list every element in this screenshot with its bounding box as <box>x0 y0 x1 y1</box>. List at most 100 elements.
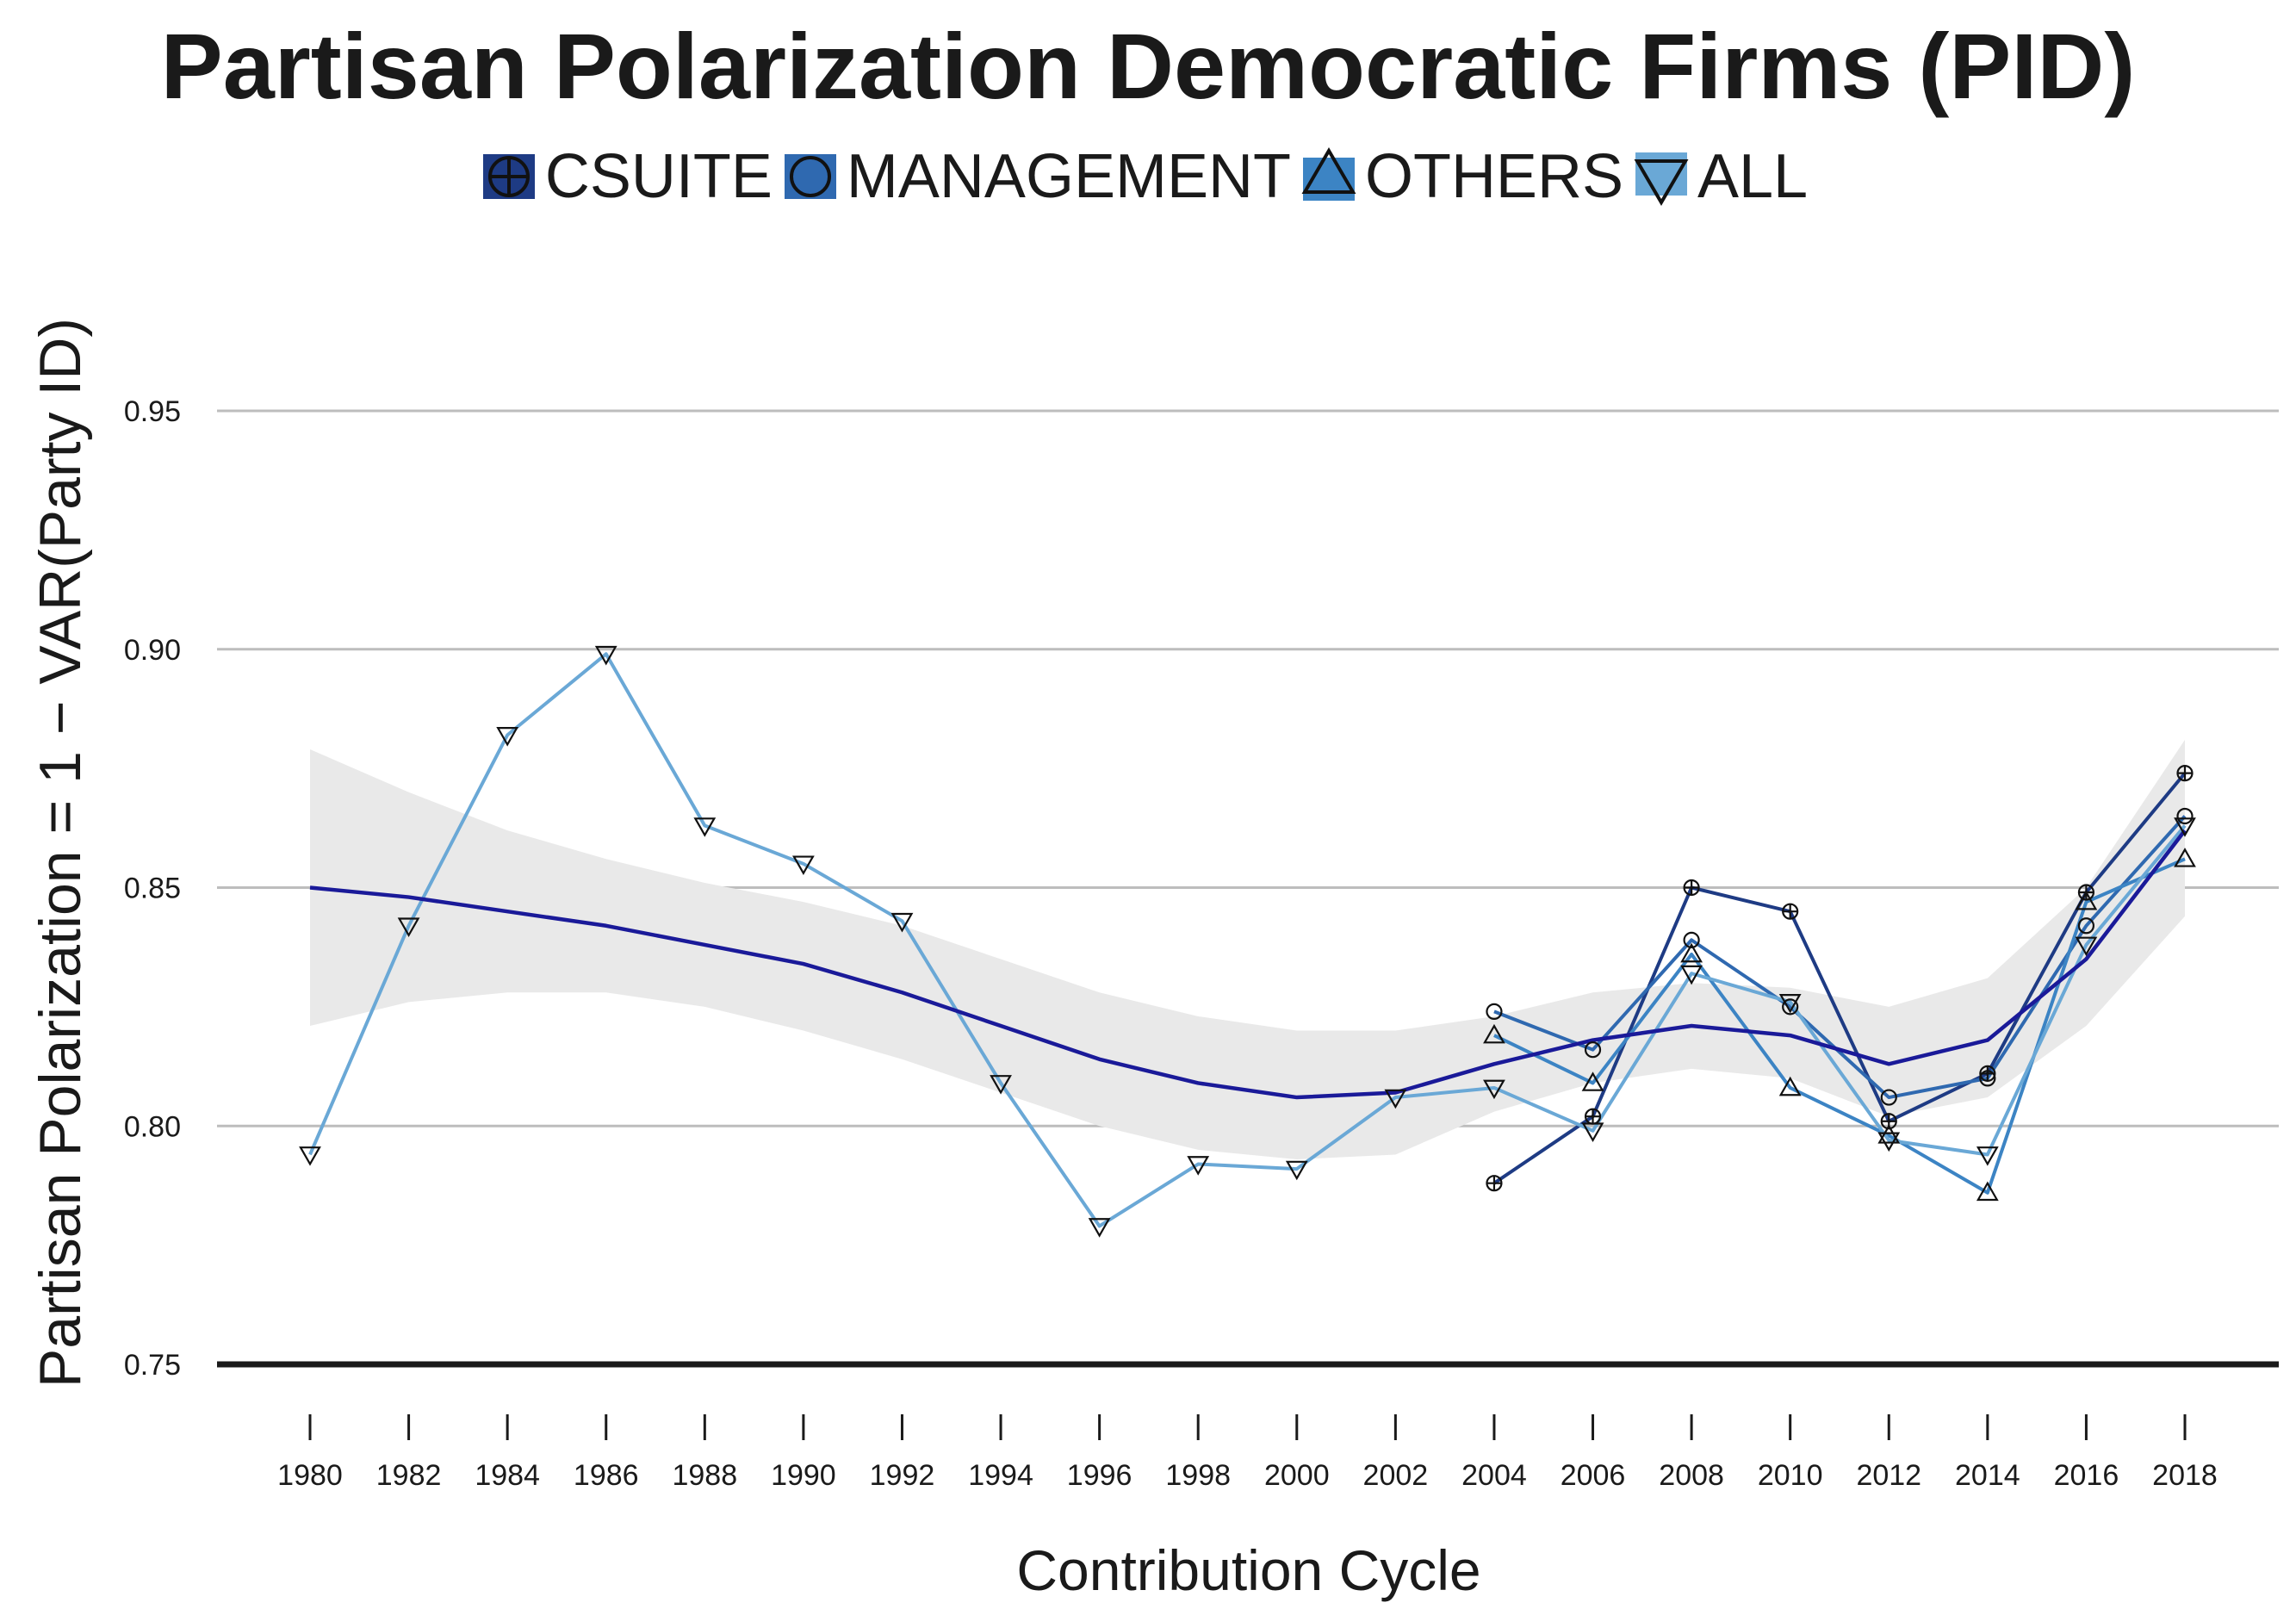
point-management-ring <box>2077 917 2095 935</box>
point-all <box>594 645 617 666</box>
point-all-tri <box>1384 1089 1407 1109</box>
point-others-tri <box>1778 1076 1802 1096</box>
y-tick-label: 0.85 <box>124 873 181 905</box>
point-management-ring <box>1880 1089 1897 1106</box>
point-all-tri <box>990 1075 1012 1095</box>
legend-item-others: OTHERS <box>1300 141 1632 212</box>
y-tick-label: 0.90 <box>124 634 181 667</box>
point-csuite <box>1584 1108 1602 1125</box>
point-others <box>1483 1023 1505 1044</box>
point-all-tri <box>2174 817 2196 837</box>
point-all-tri <box>1778 993 1802 1014</box>
x-tick-label: 1982 <box>376 1459 442 1492</box>
point-all-tri <box>1483 1079 1505 1100</box>
point-all-tri <box>791 855 815 876</box>
x-tick-label: 1988 <box>672 1459 737 1492</box>
point-all-tri <box>1187 1156 1210 1176</box>
point-others-tri <box>2174 848 2196 867</box>
point-management <box>1979 1070 1996 1087</box>
point-all-tri <box>890 912 914 933</box>
point-others <box>1976 1181 1999 1202</box>
point-all <box>1680 965 1703 985</box>
point-management <box>1782 998 1799 1016</box>
point-all <box>1877 1132 1901 1152</box>
legend-label-others: OTHERS <box>1364 142 1623 211</box>
point-all-tri <box>1088 1218 1111 1238</box>
point-all-tri <box>1581 1122 1604 1143</box>
x-tick-label: 2014 <box>1955 1459 2020 1492</box>
legend-key-others <box>1300 146 1362 208</box>
series-line-csuite <box>1492 772 2187 1185</box>
legend-label-csuite: CSUITE <box>544 142 773 211</box>
x-tick-label: 2004 <box>1461 1459 1527 1492</box>
point-others-tri <box>1877 1124 1901 1144</box>
point-others <box>2075 890 2098 910</box>
y-tick-label: 0.80 <box>124 1110 181 1143</box>
x-tick-label: 1998 <box>1165 1459 1231 1492</box>
point-others-tri <box>1680 942 1703 963</box>
point-all <box>1976 1146 1999 1166</box>
point-all <box>1384 1089 1407 1109</box>
point-others-tri <box>2075 890 2098 910</box>
point-management <box>1486 1003 1503 1021</box>
point-management-ring <box>1584 1041 1602 1059</box>
point-all-tri <box>496 727 519 747</box>
x-tick-label: 2006 <box>1561 1459 1626 1492</box>
point-all <box>791 855 815 876</box>
point-all-tri <box>299 1146 321 1166</box>
point-all <box>397 917 420 937</box>
point-all <box>990 1075 1012 1095</box>
point-all <box>1187 1156 1210 1176</box>
point-all <box>299 1146 321 1166</box>
point-others <box>2174 848 2196 867</box>
point-all <box>1285 1160 1308 1181</box>
point-management <box>1584 1041 1602 1059</box>
point-csuite <box>1782 903 1799 920</box>
point-management-ring <box>1979 1070 1996 1087</box>
legend-item-management: MANAGEMENT <box>781 141 1300 212</box>
y-tick-label: 0.75 <box>124 1349 181 1382</box>
legend-item-csuite: CSUITE <box>480 141 781 212</box>
point-others <box>1680 942 1703 963</box>
point-all <box>1778 993 1802 1014</box>
chart-title: Partisan Polarization Democratic Firms (… <box>160 14 2136 118</box>
x-tick-label: 2016 <box>2054 1459 2119 1492</box>
point-management-ring <box>1782 998 1799 1016</box>
point-others <box>1581 1071 1604 1091</box>
y-axis-label: Partisan Polarization = 1 − VAR(Party ID… <box>28 317 93 1388</box>
point-all-tri <box>1680 965 1703 985</box>
point-all-tri <box>693 817 717 837</box>
series-line-all <box>308 652 2187 1228</box>
point-csuite <box>1880 1113 1897 1130</box>
point-others <box>1778 1076 1802 1096</box>
point-all <box>1088 1218 1111 1238</box>
point-csuite <box>1486 1175 1503 1192</box>
point-management <box>2077 917 2095 935</box>
point-all <box>1483 1079 1505 1100</box>
point-others-tri <box>1976 1181 1999 1202</box>
legend-item-all: ALL <box>1632 141 1816 212</box>
point-all <box>2174 817 2196 837</box>
x-tick-label: 2012 <box>1856 1459 1921 1492</box>
point-all-tri <box>1877 1132 1901 1152</box>
point-management <box>1683 931 1700 948</box>
x-tick-label: 1996 <box>1067 1459 1132 1492</box>
point-all <box>890 912 914 933</box>
point-others-tri <box>1581 1071 1604 1091</box>
point-management-ring <box>2176 807 2194 825</box>
legend-key-management <box>781 146 843 208</box>
x-tick-label: 1992 <box>870 1459 935 1492</box>
confidence-band <box>310 739 2185 1159</box>
x-tick-label: 2002 <box>1363 1459 1429 1492</box>
x-tick-label: 2008 <box>1659 1459 1724 1492</box>
point-management-ring <box>1683 931 1700 948</box>
point-management-ring <box>1486 1003 1503 1021</box>
legend-label-all: ALL <box>1697 142 1809 211</box>
series-line-others <box>1493 857 2186 1195</box>
x-tick-label: 1994 <box>968 1459 1033 1492</box>
smooth-line <box>309 829 2187 1100</box>
x-tick-label: 1984 <box>475 1459 540 1492</box>
point-all <box>693 817 717 837</box>
point-csuite <box>1683 879 1700 897</box>
